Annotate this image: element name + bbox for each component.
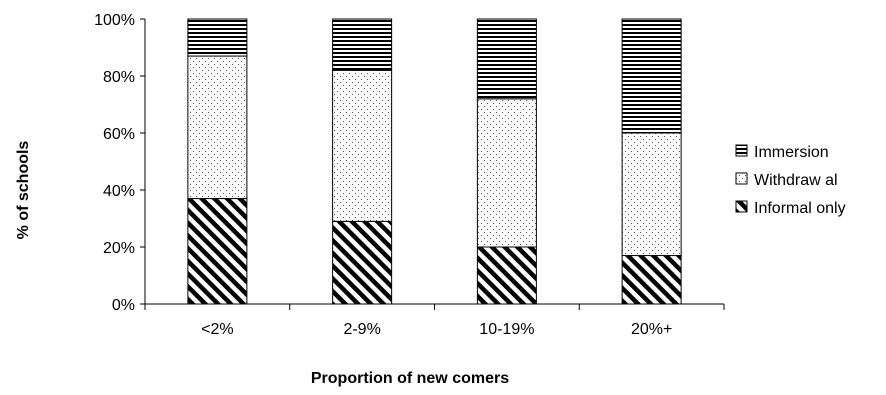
bar-withdraw-al-2	[332, 69, 393, 222]
legend-label-withdraw-al: Withdraw al	[754, 172, 838, 189]
legend-label-informal-only: Informal only	[754, 200, 846, 217]
legend-swatch-immersion	[735, 144, 748, 157]
y-tick-label: 100%	[94, 12, 135, 29]
bar-immersion-4	[621, 18, 682, 134]
bar-immersion-3	[476, 18, 537, 100]
bar-informal-only-2	[332, 220, 393, 305]
legend: Immersion Withdraw al Informal only	[735, 144, 846, 217]
bar-immersion-1	[187, 18, 248, 57]
bar-withdraw-al-4	[621, 132, 682, 257]
bar-immersion-2	[332, 18, 393, 71]
y-tick-label: 40%	[103, 183, 135, 200]
y-tick-label: 20%	[103, 240, 135, 257]
x-tick-label: 2-9%	[343, 321, 380, 338]
bar-withdraw-al-3	[476, 98, 537, 248]
legend-label-immersion: Immersion	[754, 144, 829, 161]
ticks-group: 0% 20% 40% 60% 80% 100% <2% 2-9% 10-19% 20%+	[94, 12, 725, 338]
y-tick-label: 60%	[103, 126, 135, 143]
bar-withdraw-al-1	[187, 55, 248, 200]
bar-informal-only-3	[476, 246, 537, 305]
x-tick-label: 10-19%	[479, 321, 534, 338]
y-tick-label: 0%	[112, 297, 135, 314]
x-axis-title: Proportion of new comers	[311, 370, 509, 387]
x-tick-label: <2%	[201, 321, 233, 338]
y-tick-label: 80%	[103, 69, 135, 86]
legend-swatch-informal-only	[735, 200, 748, 213]
bar-informal-only-1	[187, 198, 248, 305]
x-tick-label: 20%+	[631, 321, 672, 338]
bar-informal-only-4	[621, 255, 682, 305]
y-axis-title: % of schools	[15, 141, 32, 240]
legend-swatch-withdraw-al	[735, 172, 748, 185]
bars-group	[187, 18, 682, 305]
